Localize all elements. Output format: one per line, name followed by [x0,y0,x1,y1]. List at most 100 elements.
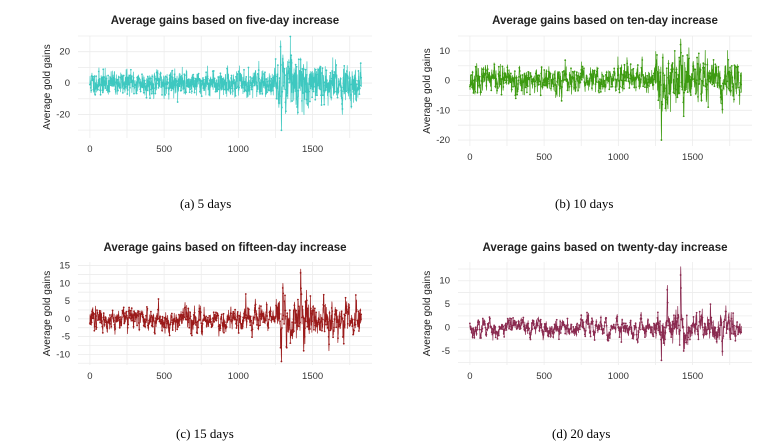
data-point [307,318,310,321]
data-point [718,85,721,88]
data-point [133,92,135,95]
data-point [719,77,722,79]
data-point [641,328,644,331]
data-point [198,307,201,310]
data-point [574,331,577,334]
data-point [106,87,109,89]
data-point [472,87,474,90]
data-point [599,90,602,93]
data-point [89,316,92,318]
data-point [242,86,245,89]
data-point [230,77,232,79]
data-point [557,330,560,333]
data-point [281,90,284,93]
data-point [309,100,311,103]
data-point [177,326,179,328]
data-point [561,86,563,88]
data-point [105,89,108,91]
data-point [656,311,659,314]
data-point [188,317,191,320]
data-point [250,84,253,87]
data-point [649,326,652,329]
data-point [136,314,139,317]
data-point [333,313,336,316]
data-point [659,80,661,83]
data-point [285,94,288,97]
data-point [171,319,174,322]
data-point [678,344,681,346]
data-point [610,85,612,88]
data-point [184,306,187,309]
data-point [211,317,214,320]
data-point [243,311,246,314]
series-points [88,35,363,132]
data-point [622,330,625,332]
data-point [536,324,539,327]
data-point [212,311,215,314]
data-point [215,88,217,91]
data-point [628,326,631,329]
data-point [502,332,505,335]
data-point [160,318,163,321]
data-point [97,81,100,84]
data-point [254,75,257,78]
data-point [538,320,540,322]
data-point [267,327,270,329]
data-point [124,85,127,88]
data-point [524,330,527,332]
y-axis-label: Average gold gains [42,271,53,356]
data-point [126,318,129,321]
data-point [164,93,167,96]
data-point [248,89,250,92]
data-point [255,81,258,84]
data-point [712,81,714,84]
data-point [672,330,674,332]
data-point [711,83,714,86]
data-point [738,94,741,97]
data-point [575,71,578,74]
data-point [675,68,678,71]
data-point [247,66,250,69]
data-point [151,75,154,78]
data-point [554,90,557,93]
data-point [110,325,113,328]
data-point [116,78,119,81]
data-point [168,334,171,337]
data-point [662,72,665,75]
data-point [657,72,660,75]
data-point [656,316,659,319]
data-point [248,308,250,311]
data-point [335,64,338,66]
data-point [178,318,181,321]
data-point [617,79,620,82]
data-point [288,61,290,64]
data-point [131,85,134,88]
data-point [541,329,543,332]
data-point [525,74,528,77]
data-point [258,307,261,310]
data-point [142,85,145,88]
data-point [164,316,167,319]
data-point [546,327,549,330]
data-point [353,85,355,88]
data-point [150,92,153,95]
data-point [138,328,141,331]
data-point [589,335,592,338]
data-point [520,89,523,92]
data-point [274,315,277,318]
data-point [158,79,161,81]
data-point [300,287,302,290]
data-point [231,82,233,84]
data-point [226,67,228,70]
data-point [98,77,101,80]
data-point [235,87,238,90]
data-point [257,76,260,79]
data-point [671,324,674,326]
data-point [303,335,306,338]
data-point [342,342,345,345]
data-point [138,77,141,80]
data-point [270,319,273,322]
y-tick-label: 15 [59,261,70,272]
data-point [283,67,286,70]
data-point [633,327,636,330]
